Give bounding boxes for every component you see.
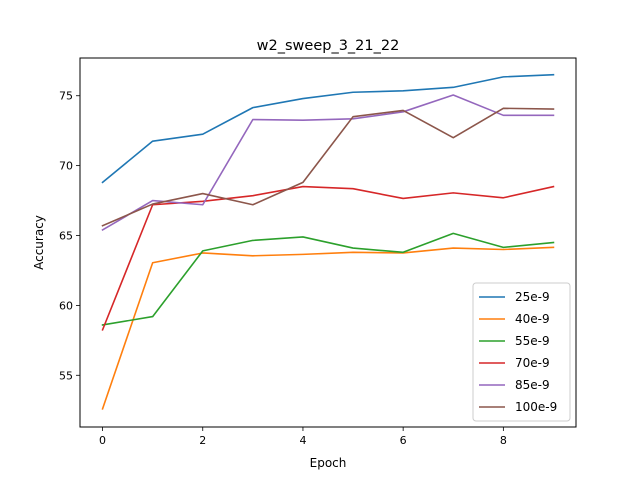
x-tick-label: 4	[299, 434, 306, 447]
y-tick-label: 55	[59, 369, 73, 382]
x-axis-label: Epoch	[310, 456, 347, 470]
x-tick-label: 6	[400, 434, 407, 447]
legend: 25e-9 40e-9 55e-9 70e-9 85e-9 100e-9	[472, 282, 571, 422]
series-layer	[101, 73, 555, 410]
legend-label-0: 25e-9	[515, 290, 550, 304]
legend-label-2: 55e-9	[515, 334, 550, 348]
x-tick-label: 0	[99, 434, 106, 447]
x-tick-label: 8	[500, 434, 507, 447]
series-line-5	[101, 107, 555, 227]
legend-label-3: 70e-9	[515, 356, 550, 370]
y-axis-label: Accuracy	[32, 215, 46, 270]
series-line-0	[101, 73, 555, 184]
series-line-1	[101, 246, 555, 410]
y-tick-label: 60	[59, 299, 73, 312]
series-line-4	[101, 94, 555, 232]
legend-label-4: 85e-9	[515, 378, 550, 392]
x-axis-ticks: 0 2 4 6 8	[99, 427, 507, 447]
legend-box	[472, 282, 571, 422]
y-tick-label: 75	[59, 90, 73, 103]
y-tick-label: 65	[59, 230, 73, 243]
y-tick-label: 70	[59, 160, 73, 173]
chart-title: w2_sweep_3_21_22	[257, 38, 400, 54]
series-line-2	[101, 232, 555, 326]
y-axis-ticks: 55 60 65 70 75	[59, 90, 80, 382]
x-tick-label: 2	[199, 434, 206, 447]
plot-frame	[79, 57, 577, 428]
legend-label-1: 40e-9	[515, 312, 550, 326]
legend-label-5: 100e-9	[515, 400, 557, 414]
